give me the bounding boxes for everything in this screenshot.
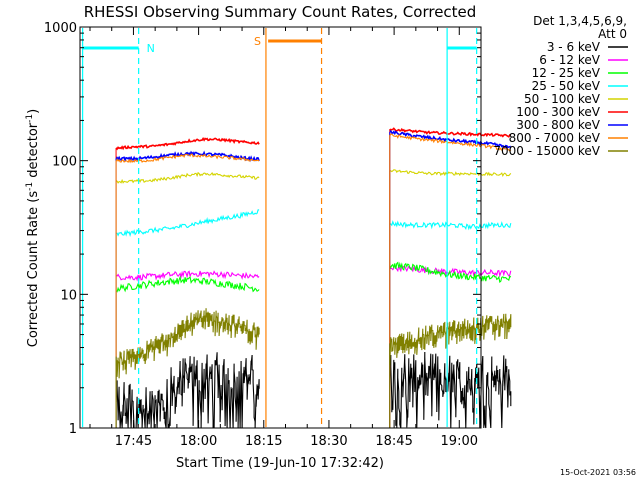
night-flag-label: N	[147, 42, 155, 55]
series-line-5	[389, 169, 512, 177]
legend-label: 3 - 6 keV	[547, 40, 601, 54]
legend-label: 100 - 300 keV	[516, 105, 600, 119]
y-axis-label-main: Corrected Count Rate (s	[26, 191, 41, 348]
y-axis-label-mid: detector	[26, 122, 41, 182]
series-line-9	[115, 308, 260, 379]
series-layer	[115, 127, 512, 429]
series-line-3	[115, 275, 260, 293]
legend-label: 800 - 7000 keV	[509, 131, 601, 145]
saa-flag-label: S	[254, 35, 261, 48]
x-tick-label: 19:00	[441, 434, 478, 449]
y-axis-label: Corrected Count Rate (s-1 detector-1)	[25, 109, 41, 347]
series-line-3	[389, 261, 512, 283]
series-line-5	[115, 171, 260, 184]
x-axis-label: Start Time (19-Jun-10 17:32:42)	[176, 456, 384, 471]
y-axis-label-sup-1: -1	[25, 182, 35, 191]
legend-label: 7000 - 15000 keV	[493, 144, 600, 158]
x-tick-label: 18:00	[180, 434, 217, 449]
x-tick-label: 18:30	[310, 434, 347, 449]
legend-header-line-2: Att 0	[598, 27, 627, 41]
legend-label: 50 - 100 keV	[524, 92, 601, 106]
y-axis-label-end: )	[26, 109, 41, 114]
legend-header-line-1: Det 1,3,4,5,6,9,	[533, 14, 627, 28]
legend-label: 300 - 800 keV	[516, 118, 600, 132]
y-tick-label: 1	[69, 422, 77, 437]
y-tick-label: 100	[52, 155, 77, 170]
series-line-4	[389, 220, 512, 231]
series-line-2	[115, 270, 260, 282]
series-line-8	[115, 153, 260, 164]
legend-label: 25 - 50 keV	[532, 79, 601, 93]
y-axis-label-sup-2: -1	[25, 114, 35, 123]
y-tick-label: 1000	[44, 21, 77, 36]
series-line-8	[389, 133, 512, 152]
series-line-7	[389, 130, 512, 150]
series-line-1	[389, 351, 512, 429]
x-tick-label: 18:45	[375, 434, 412, 449]
series-line-6	[115, 136, 260, 151]
series-line-6	[389, 127, 512, 138]
legend-label: 6 - 12 keV	[539, 53, 601, 67]
series-line-1	[115, 352, 260, 429]
chart-title: RHESSI Observing Summary Count Rates, Co…	[84, 3, 477, 21]
flags-layer: NS	[82, 28, 478, 427]
legend-label: 12 - 25 keV	[532, 66, 601, 80]
plot-frame	[79, 26, 482, 429]
series-line-9	[389, 313, 512, 366]
series-line-4	[116, 209, 260, 237]
timestamp: 15-Oct-2021 03:56	[560, 468, 636, 477]
y-tick-label: 10	[60, 288, 77, 303]
axes-layer: 17:45 18:00 18:15 18:30 18:45 19:00 1 10 100 1000	[44, 21, 482, 449]
x-tick-label: 17:45	[115, 434, 152, 449]
series-line-7	[115, 150, 260, 163]
x-tick-label: 18:15	[245, 434, 282, 449]
